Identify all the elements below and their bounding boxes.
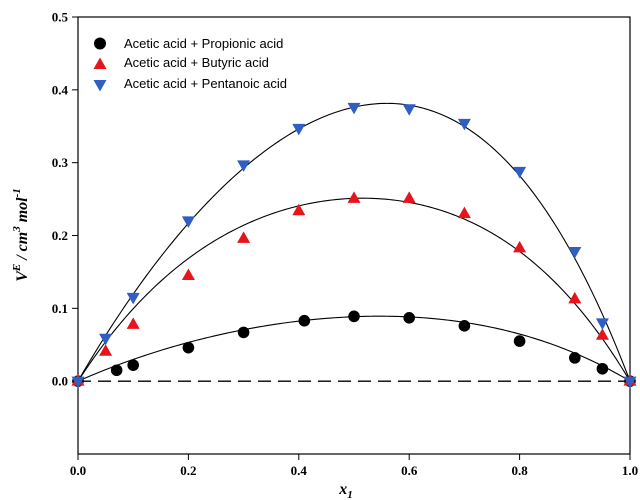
y-axis-title: VE / cm3 mol-1 bbox=[11, 188, 31, 282]
y-tick-label: 0.2 bbox=[52, 228, 68, 243]
data-point-triangle-down bbox=[71, 376, 85, 389]
x-axis-ticks: 0.0 0.2 0.4 0.6 0.8 1.0 bbox=[70, 454, 638, 478]
x-axis-title-main: x bbox=[338, 481, 347, 498]
y-axis-title-sup-e: E bbox=[11, 264, 23, 272]
fit-curve-3 bbox=[77, 102, 631, 382]
data-point-triangle-up bbox=[568, 291, 582, 304]
data-point-triangle-down bbox=[99, 333, 113, 346]
y-axis-title-sup-3: 3 bbox=[11, 226, 23, 233]
data-point-triangle-up bbox=[237, 231, 251, 243]
data-point-triangle-up bbox=[181, 268, 195, 281]
fit-curve-2 bbox=[77, 197, 631, 382]
legend: Acetic acid + Propionic acid Acetic acid… bbox=[93, 36, 287, 92]
data-point-triangle-up bbox=[347, 191, 361, 203]
data-point-circle bbox=[348, 310, 360, 323]
data-point-triangle-down bbox=[568, 247, 582, 259]
data-point-circle bbox=[182, 341, 195, 354]
data-point-triangle-up bbox=[99, 344, 113, 356]
data-point-triangle-down bbox=[237, 160, 251, 172]
data-point-triangle-down bbox=[595, 318, 609, 330]
data-point-triangle-down bbox=[623, 376, 637, 389]
data-point-circle bbox=[596, 362, 609, 375]
data-point-triangle-down bbox=[513, 166, 527, 179]
series-1 bbox=[72, 310, 636, 387]
x-axis-title: x1 bbox=[338, 481, 353, 500]
legend-item-propionic: Acetic acid + Propionic acid bbox=[94, 36, 283, 51]
legend-label-butyric: Acetic acid + Butyric acid bbox=[124, 55, 269, 70]
data-point-triangle-down bbox=[292, 123, 306, 136]
data-point-triangle-up bbox=[402, 191, 416, 203]
y-tick-label: 0.5 bbox=[52, 10, 69, 25]
x-tick-label: 0.6 bbox=[401, 463, 418, 478]
data-point-circle bbox=[237, 326, 250, 339]
series-2 bbox=[71, 191, 637, 386]
x-tick-label: 0.2 bbox=[180, 463, 196, 478]
fit-curve-1 bbox=[77, 315, 631, 382]
legend-label-pentanoic: Acetic acid + Pentanoic acid bbox=[124, 76, 287, 91]
data-point-triangle-up bbox=[513, 240, 527, 253]
y-tick-label: 0.1 bbox=[52, 301, 68, 316]
data-point-triangle-down bbox=[402, 104, 416, 116]
series-marks bbox=[71, 102, 637, 389]
y-axis-title-v: V bbox=[14, 270, 31, 282]
y-tick-label: 0.0 bbox=[52, 374, 68, 389]
data-point-circle bbox=[298, 314, 311, 327]
data-point-triangle-up bbox=[292, 203, 306, 216]
x-tick-label: 0.0 bbox=[70, 463, 86, 478]
data-point-triangle-up bbox=[457, 206, 471, 219]
data-point-triangle-down bbox=[126, 292, 140, 305]
legend-item-butyric: Acetic acid + Butyric acid bbox=[93, 55, 269, 70]
data-point-triangle-down bbox=[457, 118, 471, 131]
fit-curves bbox=[77, 102, 631, 382]
y-tick-label: 0.4 bbox=[52, 82, 69, 97]
data-point-circle bbox=[569, 352, 581, 364]
data-point-circle bbox=[458, 320, 471, 332]
legend-item-pentanoic: Acetic acid + Pentanoic acid bbox=[93, 76, 287, 92]
x-tick-label: 1.0 bbox=[622, 463, 638, 478]
y-axis-title-unit: / cm bbox=[14, 232, 31, 264]
y-axis-ticks: 0.0 0.1 0.2 0.3 0.4 0.5 bbox=[52, 10, 78, 389]
legend-label-propionic: Acetic acid + Propionic acid bbox=[124, 36, 283, 51]
data-point-triangle-up bbox=[126, 317, 140, 329]
x-axis-title-sub: 1 bbox=[347, 489, 353, 500]
x-tick-label: 0.4 bbox=[291, 463, 308, 478]
data-point-circle bbox=[127, 359, 139, 371]
data-point-triangle-up bbox=[595, 328, 609, 340]
data-point-circle bbox=[513, 335, 526, 347]
y-axis-title-sup-neg1: -1 bbox=[11, 188, 23, 197]
y-axis-title-mol: mol bbox=[14, 197, 31, 226]
data-point-triangle-down bbox=[347, 102, 361, 115]
data-point-circle bbox=[403, 312, 416, 324]
legend-marker-triangle-up bbox=[93, 57, 107, 69]
legend-marker-circle bbox=[94, 37, 106, 50]
data-point-triangle-down bbox=[181, 216, 195, 228]
x-tick-label: 0.8 bbox=[511, 463, 528, 478]
legend-marker-triangle-down bbox=[93, 80, 107, 92]
y-tick-label: 0.3 bbox=[52, 155, 69, 170]
series-3 bbox=[71, 102, 637, 389]
data-point-circle bbox=[110, 364, 123, 377]
